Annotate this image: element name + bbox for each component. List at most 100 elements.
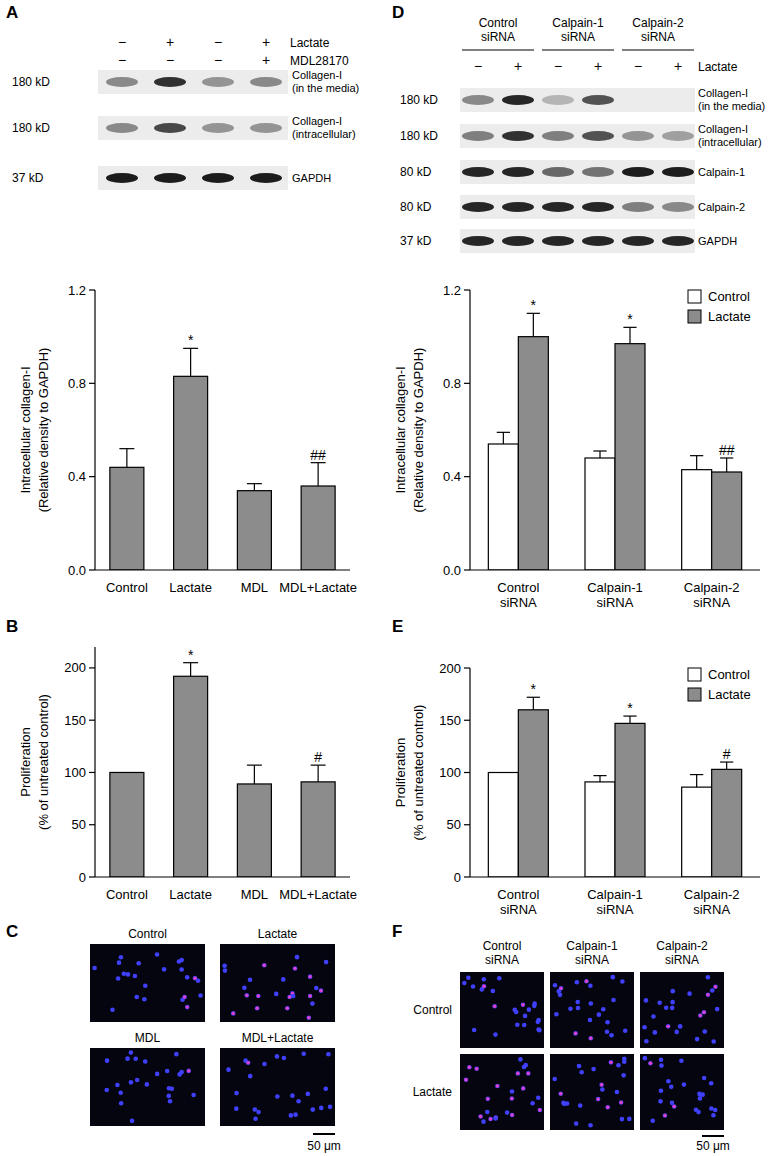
nucleus [92, 966, 97, 971]
micrograph [220, 944, 335, 1022]
nucleus [710, 988, 715, 993]
category-label: MDL+Lactate [279, 580, 357, 595]
nucleus [466, 975, 471, 980]
bar [488, 773, 518, 878]
band [582, 95, 614, 105]
nucleus [129, 1080, 134, 1085]
nucleus [262, 963, 267, 968]
nucleus [482, 984, 487, 989]
nucleus [274, 992, 279, 997]
nucleus [119, 955, 124, 960]
nucleus [130, 1119, 135, 1124]
nucleus [623, 1028, 628, 1033]
nucleus [709, 1106, 714, 1111]
panel-label: C [6, 922, 18, 941]
band-label-line: (in the media) [698, 100, 765, 112]
western-blot: −+−+Lactate−−−+MDL28170180 kDCollagen-I(… [12, 34, 359, 190]
nucleus [659, 1089, 664, 1094]
nucleus [620, 1117, 625, 1122]
error-cap [593, 775, 606, 776]
column-label: Calpain-2siRNA [656, 939, 708, 967]
tick [464, 824, 470, 825]
tick-label: 50 [72, 817, 86, 832]
nucleus [663, 1113, 668, 1118]
lane-sign: + [166, 34, 174, 50]
edu-nucleus [510, 1113, 513, 1116]
kd-label: 180 kD [12, 75, 50, 89]
kd-label: 180 kD [400, 129, 438, 143]
chart: 0.00.40.81.2Intracellular collagen-I(Rel… [18, 283, 357, 596]
nucleus [165, 1069, 170, 1074]
bar [301, 486, 335, 570]
nucleus [698, 1096, 703, 1101]
nucleus [670, 1000, 675, 1005]
band-label-line: Collagen-I [292, 115, 342, 127]
nucleus [472, 1028, 477, 1033]
edu-nucleus [308, 994, 311, 997]
nucleus [611, 975, 616, 980]
nucleus [314, 986, 319, 991]
nucleus [682, 1082, 687, 1087]
band-label: GAPDH [292, 172, 331, 184]
marks [488, 697, 741, 877]
band [250, 77, 282, 87]
nucleus [518, 1057, 523, 1062]
nucleus [324, 960, 329, 965]
nucleus [179, 967, 184, 972]
band-label-line: Calpain-1 [698, 166, 745, 178]
scale-label: 50 μm [696, 1139, 730, 1153]
nucleus [588, 1018, 593, 1023]
band-label-line: (intracellular) [292, 128, 356, 140]
nucleus [248, 977, 253, 982]
blot-strip [460, 160, 695, 184]
band-label-line: Collagen-I [698, 123, 748, 135]
micrograph [550, 1054, 634, 1130]
nucleus [126, 972, 131, 977]
axis-label: (Relative density to GAPDH) [411, 348, 426, 513]
nucleus [554, 1012, 559, 1017]
text-line: siRNA [575, 953, 609, 967]
edu-nucleus [714, 985, 717, 988]
row-label: Lactate [698, 60, 738, 74]
nucleus [125, 1056, 130, 1061]
nucleus [296, 1099, 301, 1104]
group-label: ControlsiRNA [479, 16, 518, 44]
tick [464, 569, 470, 570]
nucleus [135, 1078, 140, 1083]
nucleus [462, 981, 467, 986]
error-bar [623, 327, 636, 343]
nucleus [168, 1099, 173, 1104]
axis-label: (% of untreated control) [411, 705, 426, 841]
nucleus [234, 1091, 239, 1096]
lane-sign: − [214, 52, 222, 68]
significance: # [314, 749, 322, 765]
nucleus [584, 979, 589, 984]
text-line: Calpain-1 [587, 580, 643, 595]
nucleus [568, 1006, 573, 1011]
nucleus [119, 1101, 124, 1106]
nucleus [319, 1106, 324, 1111]
edu-nucleus [257, 994, 260, 997]
nucleus [591, 1067, 596, 1072]
nucleus [698, 1013, 703, 1018]
nucleus [179, 958, 184, 963]
nucleus [530, 1101, 535, 1106]
band-label-line: GAPDH [292, 172, 331, 184]
significance: ## [719, 442, 735, 458]
labels: Control*LactateMDL##MDL+Lactate [106, 332, 357, 595]
lane-sign: + [262, 34, 270, 50]
nucleus [262, 1062, 267, 1067]
error-stem [533, 313, 534, 336]
category-label: Calpain-2siRNA [684, 580, 740, 610]
nucleus [289, 1113, 294, 1118]
band [582, 167, 614, 177]
band [502, 95, 534, 105]
nucleus [601, 1007, 606, 1012]
nucleus [711, 1113, 716, 1118]
nucleus [248, 1074, 253, 1079]
nucleus [605, 1105, 610, 1110]
bar [174, 376, 208, 570]
nucleus [105, 1058, 110, 1063]
text-line: Lactate [169, 580, 212, 595]
nucleus [670, 1006, 675, 1011]
